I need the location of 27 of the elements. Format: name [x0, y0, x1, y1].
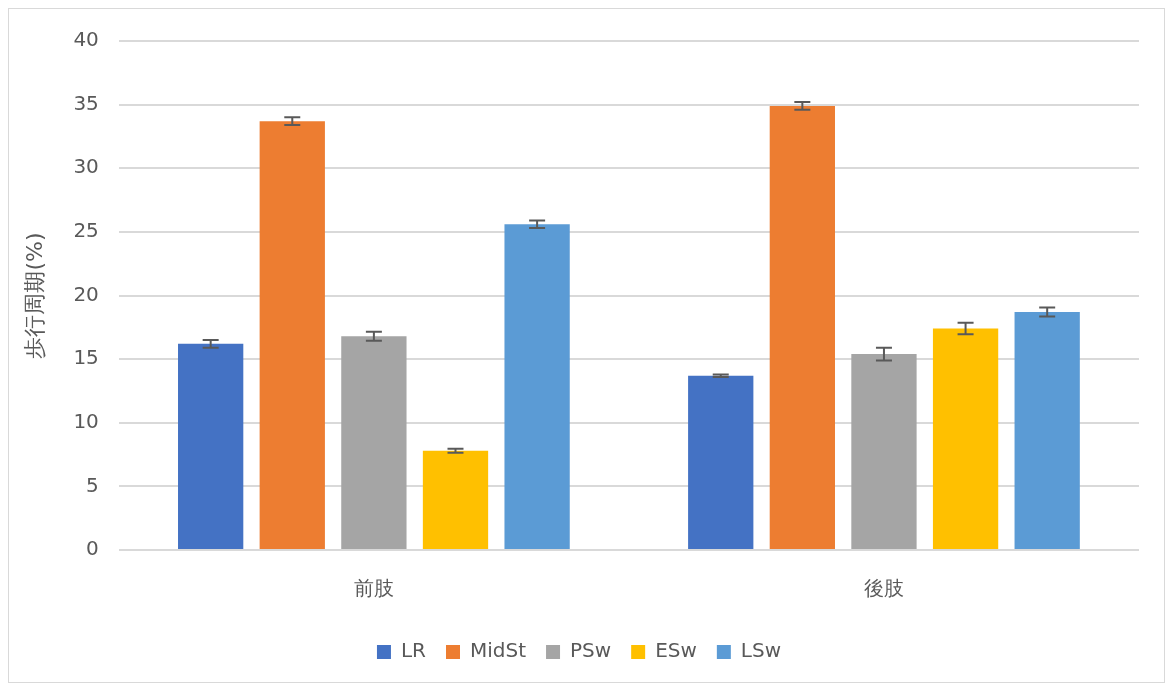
y-tick-label: 10 — [73, 408, 99, 433]
x-tick-label: 後肢 — [863, 576, 904, 601]
y-tick-label: 25 — [73, 218, 99, 243]
bar — [259, 121, 325, 549]
legend-label: PSw — [570, 638, 612, 663]
legend-label: LSw — [740, 638, 782, 663]
y-axis-title: 歩行周期(%) — [21, 232, 47, 359]
legend-label: ESw — [655, 638, 697, 663]
bar — [504, 224, 570, 549]
y-tick-label: 30 — [73, 154, 99, 179]
x-tick-label: 前肢 — [353, 576, 394, 601]
bar — [178, 343, 244, 549]
y-tick-label: 20 — [73, 281, 99, 306]
bar — [932, 328, 999, 549]
bar — [341, 336, 407, 549]
legend-label: MidSt — [470, 638, 527, 663]
y-tick-label: 15 — [73, 345, 99, 370]
bar — [422, 450, 489, 549]
bar — [1014, 312, 1080, 549]
legend-label: LR — [400, 638, 427, 663]
y-tick-label: 40 — [73, 27, 99, 52]
y-tick-label: 35 — [73, 90, 99, 115]
bar — [769, 105, 835, 549]
bar — [851, 354, 917, 549]
y-tick-label: 5 — [86, 472, 99, 497]
bar — [688, 375, 754, 549]
y-tick-label: 0 — [86, 536, 99, 561]
